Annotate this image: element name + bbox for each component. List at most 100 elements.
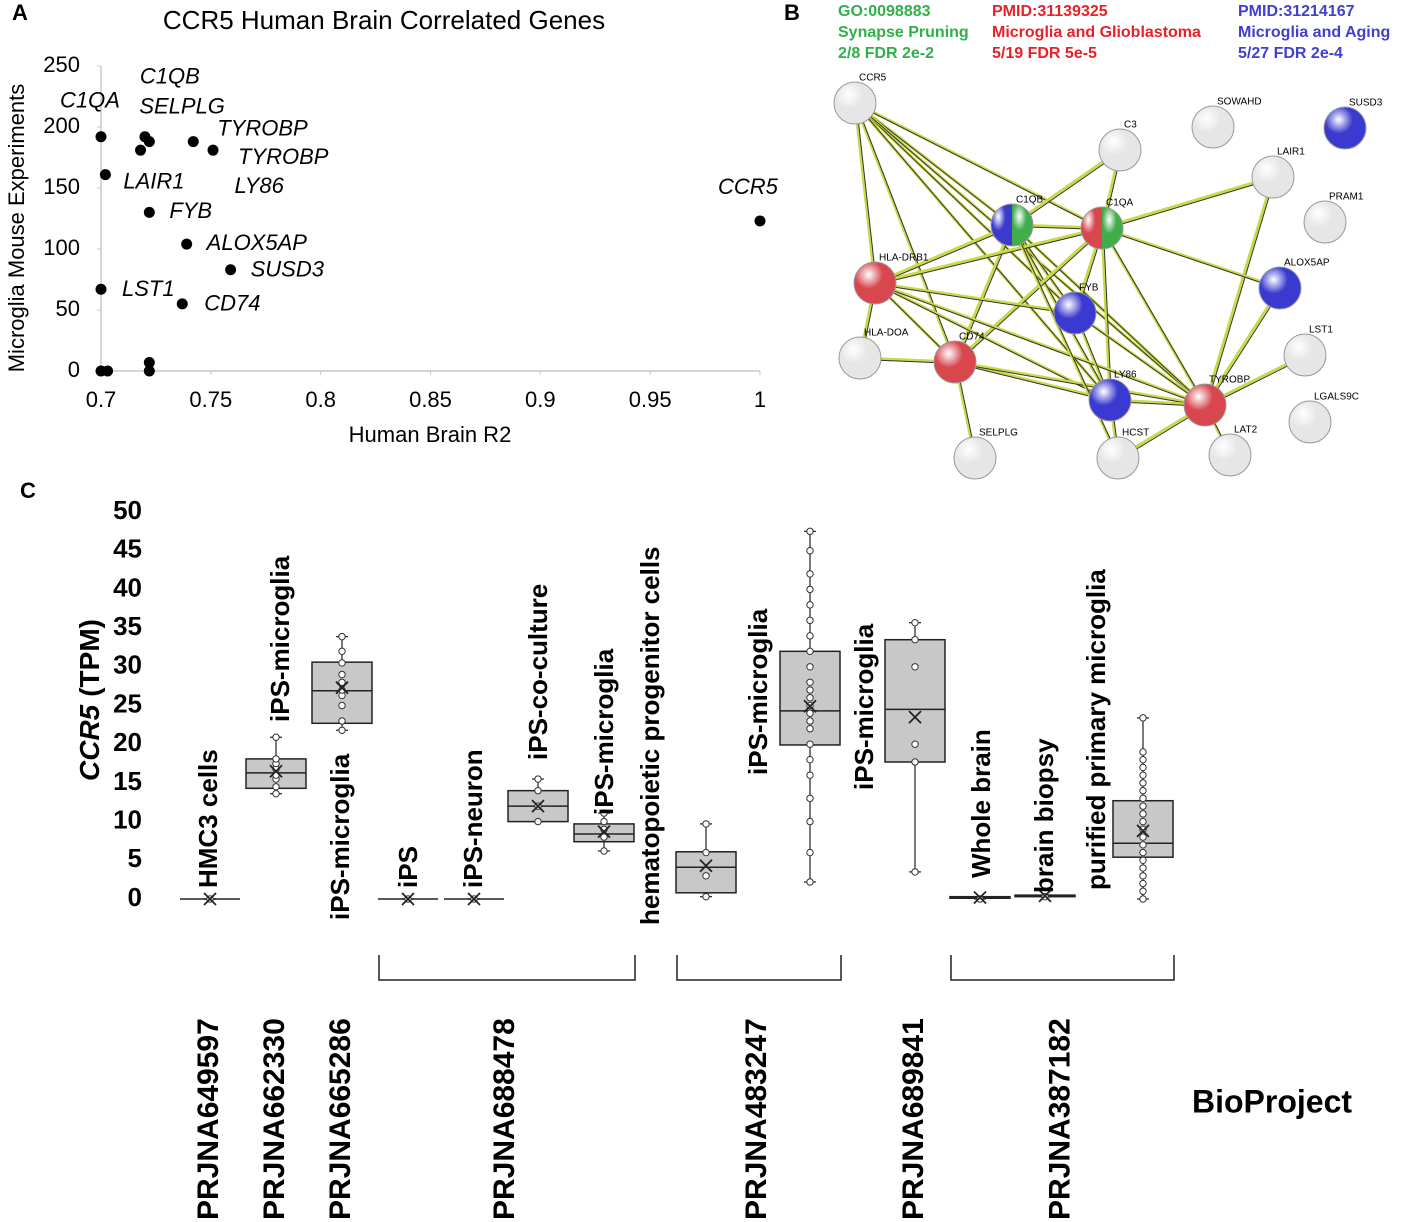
node: [1251, 155, 1295, 199]
point: [1139, 714, 1147, 722]
group-label: PRJNA662330: [258, 1018, 291, 1220]
edge: [1100, 227, 1112, 401]
node-outline: [1080, 206, 1124, 250]
point: [1139, 771, 1147, 779]
edge: [1100, 227, 1207, 406]
point: [806, 709, 814, 717]
edge: [854, 101, 1103, 230]
edge: [853, 102, 957, 363]
box-label: Whole brain: [966, 729, 996, 878]
point: [806, 663, 814, 671]
edge: [874, 223, 1013, 285]
x-axis-label: BioProject: [1192, 1083, 1352, 1119]
point: [1139, 864, 1147, 872]
mean-marker: [908, 710, 922, 724]
point: [1139, 763, 1147, 772]
point: [1139, 872, 1147, 880]
point-label: CCR5: [718, 174, 779, 199]
term-name: Microglia and Glioblastoma: [992, 24, 1201, 41]
node-label: HLA-DRB1: [879, 253, 929, 264]
y-tick-label: 0: [68, 357, 80, 382]
point: [702, 872, 710, 880]
point-label: LST1: [122, 276, 175, 301]
edge: [876, 284, 1207, 407]
point-label: CD74: [204, 291, 260, 316]
point: [1139, 755, 1147, 764]
point: [1139, 895, 1147, 903]
node-label: LST1: [1309, 325, 1333, 336]
point-label: TYROBP: [217, 115, 308, 140]
term-id: PMID:31139325: [992, 3, 1108, 20]
point: [806, 771, 814, 779]
mean-marker: [467, 892, 481, 906]
mean-marker: [973, 890, 987, 905]
chart-title: CCR5 Human Brain Correlated Genes: [163, 5, 605, 35]
mean-marker: [803, 699, 817, 713]
point: [1139, 825, 1147, 834]
edge: [1011, 148, 1121, 227]
point: [143, 365, 155, 377]
edge: [856, 104, 1207, 407]
node-label: CD74: [959, 332, 985, 343]
y-tick-label: 35: [113, 611, 142, 641]
edge: [1203, 176, 1275, 406]
y-tick-label: 150: [43, 174, 80, 199]
point: [806, 817, 814, 826]
point: [1139, 841, 1147, 849]
y-tick-label: 15: [113, 766, 142, 796]
y-axis-label: Microglia Mouse Experiments: [4, 84, 29, 373]
point: [181, 238, 193, 250]
point: [1139, 848, 1147, 857]
y-tick-label: 5: [128, 843, 142, 873]
edge: [956, 363, 1112, 402]
node: [953, 436, 997, 480]
edge: [956, 363, 1207, 407]
term-name: Synapse Pruning: [838, 24, 969, 41]
point: [338, 659, 346, 667]
point: [806, 717, 814, 725]
group-label: PRJNA649597: [192, 1018, 225, 1220]
y-tick-label: 20: [113, 727, 142, 757]
point: [806, 585, 814, 594]
point-label: SELPLG: [139, 93, 225, 118]
edge: [956, 226, 1014, 364]
x-tick-label: 0.85: [409, 387, 452, 412]
y-tick-label: 40: [113, 572, 142, 602]
x-tick-label: 0.9: [525, 387, 556, 412]
x-tick-label: 0.8: [305, 387, 336, 412]
node-label: HCST: [1122, 428, 1149, 439]
point: [143, 136, 155, 148]
panel-letter: C: [20, 478, 36, 503]
point: [911, 663, 919, 671]
y-tick-label: 250: [43, 52, 80, 77]
edges: [853, 101, 1307, 460]
group-bracket: [378, 955, 636, 981]
edge: [1101, 226, 1281, 290]
edge: [1013, 226, 1207, 407]
edge: [856, 104, 1014, 227]
point: [911, 636, 919, 644]
edge: [1103, 229, 1112, 402]
node: [1088, 378, 1132, 422]
box-label: iPS-microglia: [325, 753, 355, 920]
point: [806, 725, 814, 733]
edge: [954, 360, 1111, 402]
group-bracket: [950, 955, 1175, 981]
point: [702, 892, 710, 901]
point: [272, 790, 280, 798]
point: [102, 365, 114, 377]
group-label: PRJNA688478: [488, 1018, 521, 1220]
group-label: PRJNA483247: [740, 1018, 773, 1220]
point: [911, 868, 919, 876]
group-label: PRJNA689841: [897, 1018, 930, 1220]
edge: [1203, 287, 1282, 406]
point: [754, 215, 766, 227]
node: [933, 340, 977, 384]
group-label: PRJNA387182: [1043, 1018, 1076, 1220]
point: [806, 647, 814, 656]
edge: [1103, 229, 1207, 407]
node-label: LAIR1: [1277, 147, 1305, 158]
point: [338, 647, 346, 656]
term-name: Microglia and Aging: [1238, 24, 1390, 41]
